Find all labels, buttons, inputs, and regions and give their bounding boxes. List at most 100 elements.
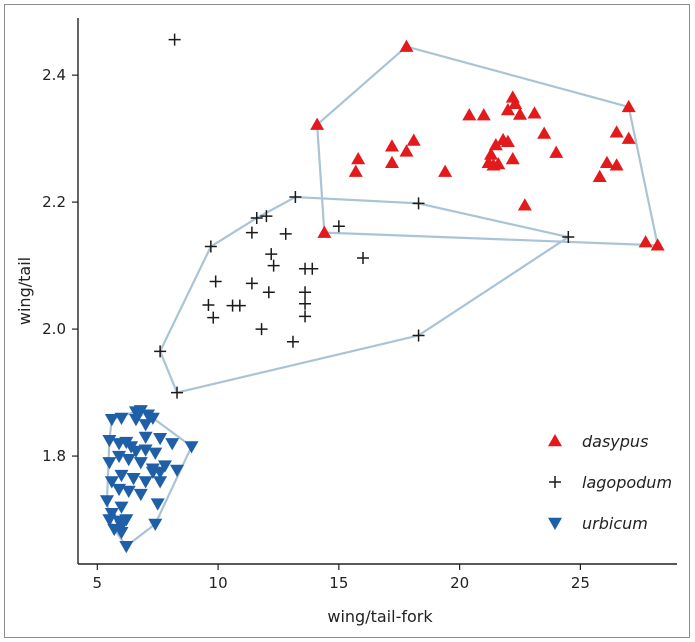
dasypus-point [348, 164, 363, 177]
urbicum-point [107, 523, 122, 537]
lagopodum-point [204, 240, 217, 253]
urbicum-point [133, 405, 148, 418]
urbicum-point [128, 413, 143, 427]
dasypus-point [476, 108, 491, 121]
urbicum-point [112, 450, 127, 464]
lagopodum-legend-marker [549, 476, 561, 488]
urbicum-point [138, 419, 153, 432]
dasypus-point [505, 90, 520, 103]
y-axis-title: wing/tail [15, 257, 34, 325]
dasypus-point [621, 99, 636, 113]
chart-frame [4, 4, 690, 638]
y-tick-label: 2.4 [42, 66, 66, 84]
dasypus-point [592, 169, 607, 182]
urbicum-point [102, 457, 117, 470]
urbicum-point [121, 453, 136, 467]
legend: dasypus lagopodum urbicum [548, 432, 672, 533]
urbicum-point [126, 473, 141, 486]
urbicum-point [145, 412, 160, 425]
lagopodum-point [207, 311, 220, 324]
dasypus-point [399, 144, 414, 157]
dasypus-point [438, 164, 453, 177]
dasypus-legend-marker [548, 434, 562, 447]
legend-label-lagopodum: lagopodum [582, 473, 672, 492]
x-tick-label: 15 [329, 574, 348, 592]
dasypus-point [513, 107, 528, 120]
urbicum-point [170, 464, 185, 478]
urbicum-point [165, 438, 180, 451]
dasypus-point [609, 158, 624, 171]
urbicum-point [102, 514, 117, 527]
dasypus-point [491, 157, 506, 170]
dasypus-point [517, 198, 532, 211]
dasypus-hull [316, 45, 659, 247]
x-axis: 5 10 15 20 25 [78, 563, 677, 592]
urbicum-point [119, 540, 134, 554]
dasypus-point [599, 155, 614, 169]
dasypus-point [406, 133, 421, 146]
urbicum-point [114, 469, 129, 483]
dasypus-point [609, 125, 624, 138]
lagopodum-point [250, 211, 263, 224]
y-tick-label: 1.8 [42, 447, 66, 465]
urbicum-point [114, 501, 129, 514]
points-layer [99, 33, 665, 554]
dasypus-point [500, 103, 515, 116]
lagopodum-point [209, 275, 222, 288]
lagopodum-hull [159, 195, 570, 394]
urbicum-point [148, 518, 163, 532]
legend-label-dasypus: dasypus [582, 432, 648, 451]
lagopodum-point [412, 329, 425, 342]
urbicum-point [138, 431, 153, 445]
dasypus-point [549, 145, 564, 158]
legend-label-urbicum: urbicum [582, 514, 648, 533]
dasypus-point [638, 235, 653, 248]
x-tick-label: 20 [450, 574, 469, 592]
urbicum-point [184, 441, 199, 454]
lagopodum-point [171, 386, 184, 399]
urbicum-point [157, 460, 172, 473]
dasypus-point [462, 108, 477, 121]
dasypus-point [317, 225, 332, 238]
lagopodum-point [299, 286, 312, 299]
lagopodum-point [267, 259, 280, 272]
urbicum-point [114, 520, 129, 533]
dasypus-point [508, 96, 523, 109]
x-tick-label: 25 [571, 574, 590, 592]
urbicum-point [148, 447, 163, 460]
y-axis: 1.8 2.0 2.2 2.4 [42, 18, 79, 564]
urbicum-point [104, 507, 119, 521]
urbicum-point [133, 457, 148, 470]
lagopodum-point [279, 227, 292, 240]
x-tick-label: 5 [93, 574, 103, 592]
lagopodum-point [260, 210, 273, 223]
urbicum-point [133, 488, 148, 502]
dasypus-point [650, 238, 665, 251]
lagopodum-point [245, 226, 258, 239]
urbicum-point [150, 498, 165, 511]
dasypus-point [351, 151, 366, 165]
lagopodum-point [262, 286, 275, 299]
urbicum-point [138, 476, 153, 489]
dasypus-point [505, 151, 520, 165]
dasypus-point [384, 155, 399, 169]
lagopodum-point [299, 310, 312, 323]
dasypus-point [384, 139, 399, 152]
dasypus-point [484, 147, 499, 160]
dasypus-point [399, 39, 414, 52]
lagopodum-point [357, 251, 370, 264]
urbicum-point [128, 445, 143, 458]
urbicum-point [121, 485, 136, 498]
lagopodum-point [562, 231, 575, 244]
hull-layer [105, 45, 659, 548]
lagopodum-point [233, 299, 246, 312]
dasypus-point [488, 137, 503, 151]
urbicum-point [99, 495, 114, 508]
lagopodum-point [286, 335, 299, 348]
lagopodum-point [412, 197, 425, 210]
urbicum-point [145, 466, 160, 479]
dasypus-point [310, 117, 325, 130]
dasypus-point [621, 131, 636, 144]
lagopodum-point [202, 298, 215, 311]
